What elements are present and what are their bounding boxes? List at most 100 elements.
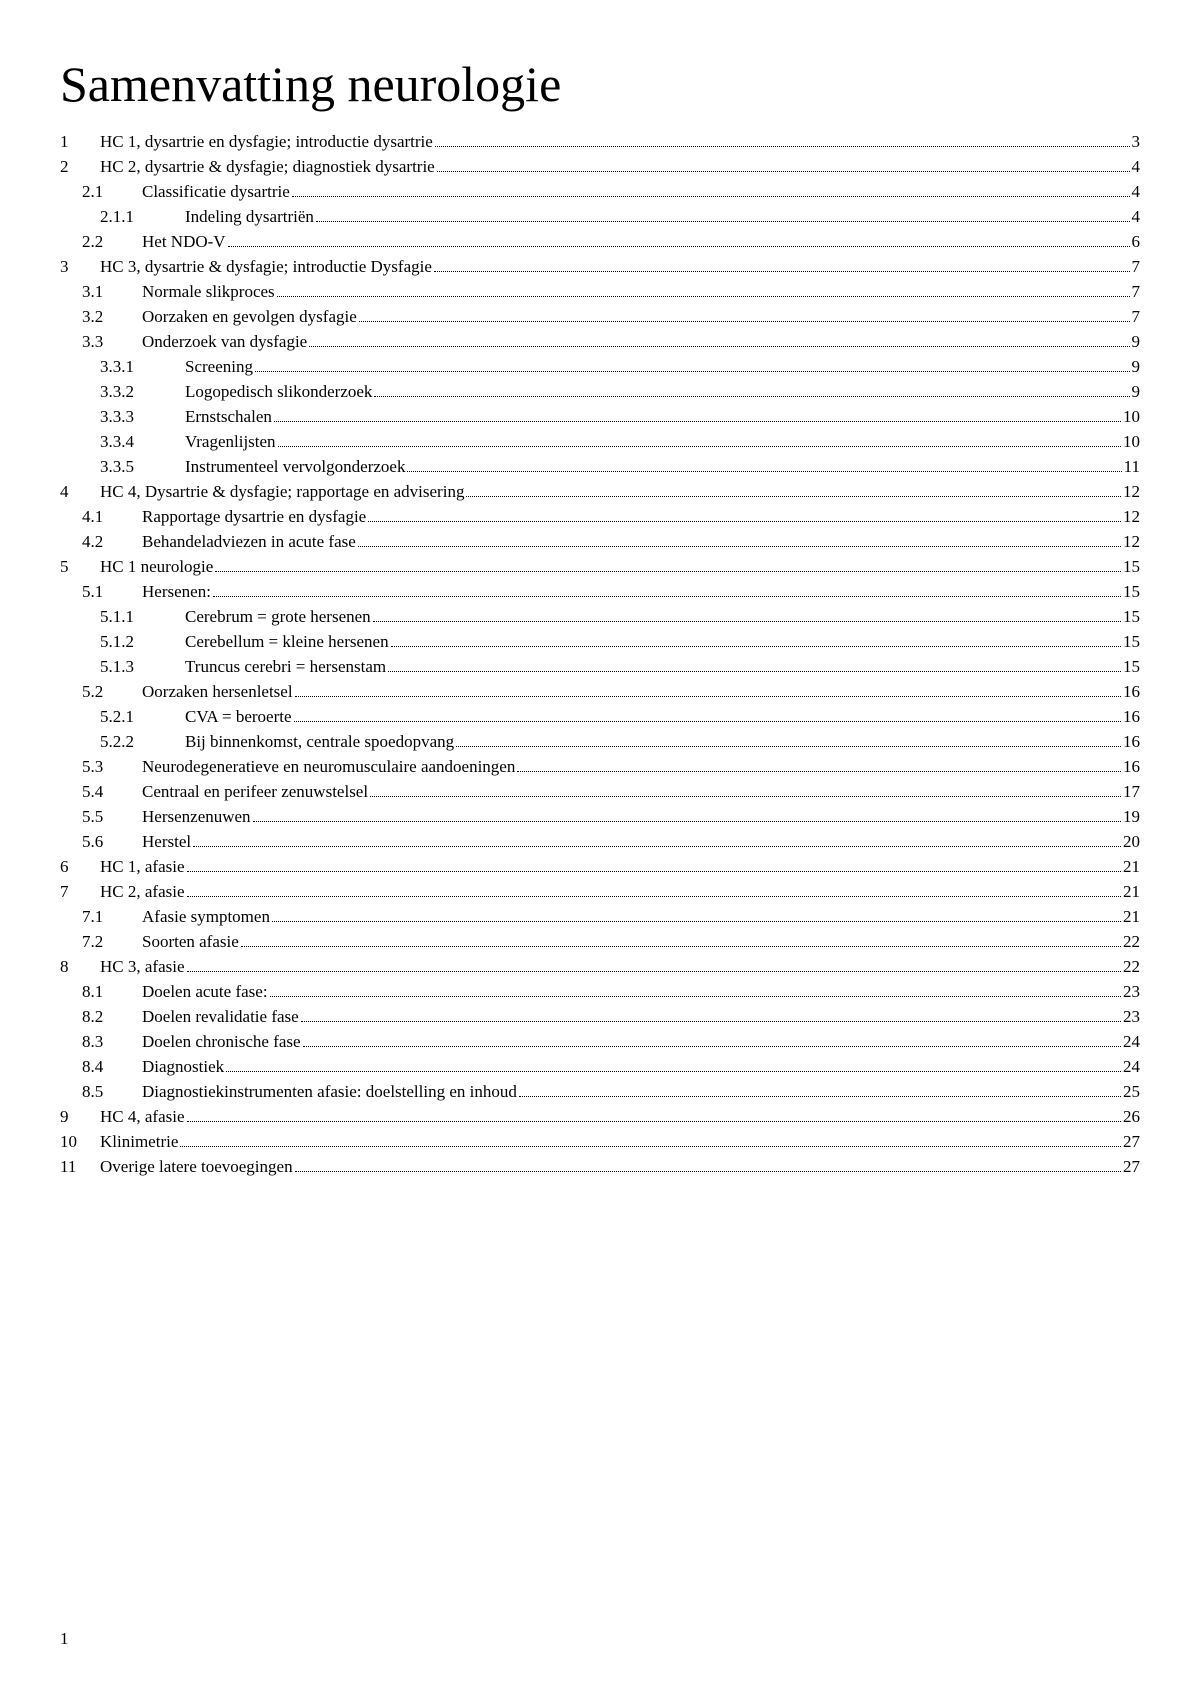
toc-leader: [180, 1146, 1121, 1147]
toc-entry-page: 4: [1132, 183, 1141, 200]
toc-entry[interactable]: 3.3.1Screening9: [60, 358, 1140, 375]
toc-entry[interactable]: 5.6Herstel20: [60, 833, 1140, 850]
toc-entry-page: 21: [1123, 908, 1140, 925]
toc-entry[interactable]: 5.1.1Cerebrum = grote hersenen15: [60, 608, 1140, 625]
toc-entry-number: 4.1: [82, 508, 142, 525]
toc-entry[interactable]: 7HC 2, afasie21: [60, 883, 1140, 900]
toc-entry[interactable]: 3.3.2Logopedisch slikonderzoek9: [60, 383, 1140, 400]
toc-leader: [294, 721, 1121, 722]
toc-entry[interactable]: 5.2Oorzaken hersenletsel16: [60, 683, 1140, 700]
toc-entry-number: 4.2: [82, 533, 142, 550]
toc-entry[interactable]: 3.2Oorzaken en gevolgen dysfagie7: [60, 308, 1140, 325]
toc-entry[interactable]: 5.1.3Truncus cerebri = hersenstam15: [60, 658, 1140, 675]
toc-entry-number: 8.1: [82, 983, 142, 1000]
toc-entry[interactable]: 8.2Doelen revalidatie fase23: [60, 1008, 1140, 1025]
toc-entry-number: 11: [60, 1158, 100, 1175]
toc-entry-number: 8: [60, 958, 100, 975]
toc-entry-title: Herstel: [142, 833, 191, 850]
toc-entry-page: 27: [1123, 1133, 1140, 1150]
toc-entry-title: HC 4, Dysartrie & dysfagie; rapportage e…: [100, 483, 464, 500]
table-of-contents: 1HC 1, dysartrie en dysfagie; introducti…: [60, 133, 1140, 1175]
toc-entry-page: 16: [1123, 683, 1140, 700]
toc-entry[interactable]: 5.1Hersenen:15: [60, 583, 1140, 600]
toc-entry[interactable]: 8.1Doelen acute fase:23: [60, 983, 1140, 1000]
toc-entry[interactable]: 8.4Diagnostiek24: [60, 1058, 1140, 1075]
toc-leader: [215, 571, 1121, 572]
toc-entry[interactable]: 4.2Behandeladviezen in acute fase12: [60, 533, 1140, 550]
toc-leader: [187, 971, 1121, 972]
toc-entry[interactable]: 2.2Het NDO-V6: [60, 233, 1140, 250]
toc-entry-number: 10: [60, 1133, 100, 1150]
toc-entry-page: 15: [1123, 633, 1140, 650]
toc-entry[interactable]: 3.3Onderzoek van dysfagie9: [60, 333, 1140, 350]
toc-entry-title: HC 3, dysartrie & dysfagie; introductie …: [100, 258, 432, 275]
toc-entry-number: 3.2: [82, 308, 142, 325]
toc-entry-title: HC 2, afasie: [100, 883, 185, 900]
toc-entry[interactable]: 7.2Soorten afasie22: [60, 933, 1140, 950]
toc-leader: [391, 646, 1121, 647]
toc-entry-number: 8.5: [82, 1083, 142, 1100]
toc-entry[interactable]: 3HC 3, dysartrie & dysfagie; introductie…: [60, 258, 1140, 275]
toc-entry[interactable]: 5.5Hersenzenuwen19: [60, 808, 1140, 825]
toc-entry-title: Cerebellum = kleine hersenen: [185, 633, 389, 650]
toc-entry[interactable]: 5.2.1CVA = beroerte16: [60, 708, 1140, 725]
toc-leader: [241, 946, 1121, 947]
toc-entry[interactable]: 7.1Afasie symptomen21: [60, 908, 1140, 925]
toc-entry[interactable]: 8HC 3, afasie22: [60, 958, 1140, 975]
toc-entry-number: 8.2: [82, 1008, 142, 1025]
toc-entry-number: 3.3.1: [100, 358, 185, 375]
toc-entry-page: 6: [1132, 233, 1141, 250]
toc-entry[interactable]: 2.1Classificatie dysartrie4: [60, 183, 1140, 200]
toc-entry-title: HC 3, afasie: [100, 958, 185, 975]
toc-entry[interactable]: 1HC 1, dysartrie en dysfagie; introducti…: [60, 133, 1140, 150]
toc-entry[interactable]: 5HC 1 neurologie15: [60, 558, 1140, 575]
toc-entry-number: 8.3: [82, 1033, 142, 1050]
toc-entry[interactable]: 3.3.5Instrumenteel vervolgonderzoek11: [60, 458, 1140, 475]
toc-leader: [272, 921, 1121, 922]
toc-leader: [407, 471, 1121, 472]
toc-entry-page: 23: [1123, 1008, 1140, 1025]
toc-entry-number: 5.3: [82, 758, 142, 775]
toc-entry[interactable]: 8.3Doelen chronische fase 24: [60, 1033, 1140, 1050]
toc-leader: [434, 271, 1130, 272]
toc-entry[interactable]: 8.5Diagnostiekinstrumenten afasie: doels…: [60, 1083, 1140, 1100]
toc-entry-page: 23: [1123, 983, 1140, 1000]
toc-entry[interactable]: 4.1Rapportage dysartrie en dysfagie12: [60, 508, 1140, 525]
toc-leader: [368, 521, 1121, 522]
toc-entry-title: Soorten afasie: [142, 933, 239, 950]
toc-entry[interactable]: 5.3Neurodegeneratieve en neuromusculaire…: [60, 758, 1140, 775]
toc-entry-page: 24: [1123, 1033, 1140, 1050]
toc-leader: [278, 446, 1121, 447]
toc-entry[interactable]: 4HC 4, Dysartrie & dysfagie; rapportage …: [60, 483, 1140, 500]
toc-leader: [301, 1021, 1121, 1022]
toc-entry-number: 1: [60, 133, 100, 150]
toc-entry[interactable]: 3.3.3Ernstschalen10: [60, 408, 1140, 425]
toc-entry-page: 7: [1132, 308, 1141, 325]
toc-entry-page: 4: [1132, 208, 1141, 225]
toc-leader: [374, 396, 1129, 397]
toc-entry-page: 9: [1132, 358, 1141, 375]
toc-entry[interactable]: 3.3.4Vragenlijsten10: [60, 433, 1140, 450]
toc-entry[interactable]: 9HC 4, afasie26: [60, 1108, 1140, 1125]
toc-entry[interactable]: 10Klinimetrie27: [60, 1133, 1140, 1150]
toc-entry-title: Het NDO-V: [142, 233, 226, 250]
toc-entry-page: 16: [1123, 733, 1140, 750]
toc-entry-number: 5.6: [82, 833, 142, 850]
toc-entry[interactable]: 5.1.2Cerebellum = kleine hersenen15: [60, 633, 1140, 650]
toc-entry-title: Oorzaken hersenletsel: [142, 683, 293, 700]
toc-entry[interactable]: 5.2.2Bij binnenkomst, centrale spoedopva…: [60, 733, 1140, 750]
toc-leader: [466, 496, 1121, 497]
toc-entry[interactable]: 6HC 1, afasie21: [60, 858, 1140, 875]
toc-entry-page: 15: [1123, 583, 1140, 600]
toc-entry[interactable]: 2.1.1Indeling dysartriën4: [60, 208, 1140, 225]
toc-entry[interactable]: 11Overige latere toevoegingen27: [60, 1158, 1140, 1175]
toc-entry[interactable]: 2HC 2, dysartrie & dysfagie; diagnostiek…: [60, 158, 1140, 175]
toc-entry-number: 2.1: [82, 183, 142, 200]
toc-entry[interactable]: 3.1Normale slikproces7: [60, 283, 1140, 300]
toc-entry-title: Diagnostiek: [142, 1058, 224, 1075]
toc-entry[interactable]: 5.4Centraal en perifeer zenuwstelsel17: [60, 783, 1140, 800]
toc-entry-page: 10: [1123, 408, 1140, 425]
toc-entry-number: 5.1.3: [100, 658, 185, 675]
toc-entry-title: Doelen chronische fase: [142, 1033, 301, 1050]
toc-entry-number: 3.3.3: [100, 408, 185, 425]
